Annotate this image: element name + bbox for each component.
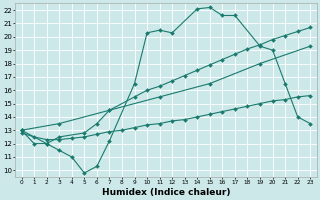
- X-axis label: Humidex (Indice chaleur): Humidex (Indice chaleur): [102, 188, 230, 197]
